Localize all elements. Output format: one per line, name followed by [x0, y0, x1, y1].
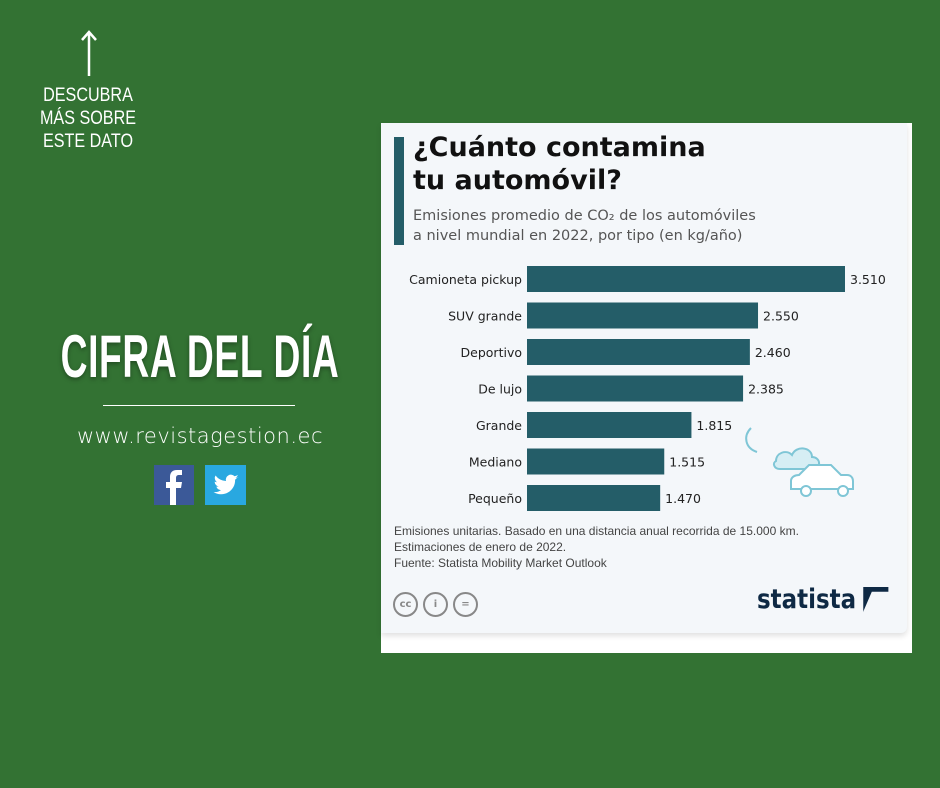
statista-logo[interactable]: statista	[757, 584, 889, 615]
value-label: 1.815	[696, 418, 732, 433]
chart-notes: Emisiones unitarias. Basado en una dista…	[394, 523, 799, 571]
value-label: 3.510	[850, 272, 886, 287]
license-icons[interactable]: cc i =	[393, 592, 478, 617]
headline: CIFRA DEL DÍA	[60, 323, 340, 390]
car-cloud-illustration	[745, 427, 854, 497]
value-label: 2.460	[755, 345, 791, 360]
no-derivatives-icon: =	[453, 592, 478, 617]
value-label: 2.385	[748, 382, 784, 397]
title-line: tu automóvil?	[413, 165, 622, 196]
value-label: 2.550	[763, 309, 799, 324]
value-label: 1.515	[669, 455, 705, 470]
value-label: 1.470	[665, 491, 701, 506]
subtitle-line: Emisiones promedio de CO₂ de los automóv…	[413, 208, 756, 224]
category-label: Mediano	[469, 455, 522, 470]
bar	[527, 339, 750, 365]
statista-logo-icon	[862, 586, 889, 613]
arrow-up-icon	[81, 30, 97, 76]
category-label: Deportivo	[461, 345, 522, 360]
chart-subtitle: Emisiones promedio de CO₂ de los automóv…	[413, 206, 756, 246]
bar	[527, 448, 665, 475]
chart-title: ¿Cuánto contamina tu automóvil?	[413, 131, 706, 197]
statista-infographic: ¿Cuánto contamina tu automóvil? Emisione…	[381, 123, 912, 653]
discover-more-link[interactable]: DESCUBRA MÁS SOBRE ESTE DATO	[39, 85, 137, 152]
brand-text: statista	[757, 584, 857, 615]
category-label: De lujo	[478, 382, 522, 397]
category-label: Camioneta pickup	[409, 272, 522, 287]
facebook-icon[interactable]	[154, 465, 194, 505]
category-label: SUV grande	[448, 309, 522, 324]
twitter-icon[interactable]	[205, 465, 246, 505]
attribution-icon: i	[423, 592, 448, 617]
title-accent-bar	[394, 137, 404, 245]
website-link[interactable]: www.revistagestion.ec	[76, 424, 323, 448]
bar	[527, 485, 661, 511]
source-line[interactable]: Fuente: Statista Mobility Market Outlook	[394, 556, 607, 570]
divider	[103, 405, 295, 406]
bar	[527, 375, 744, 402]
category-label: Pequeño	[468, 491, 522, 506]
bar	[527, 412, 692, 438]
cc-icon: cc	[393, 592, 418, 617]
note-line: Estimaciones de enero de 2022.	[394, 540, 567, 554]
bar-chart: Camioneta pickup 3.510 SUV grande 2.550 Depo…	[409, 266, 886, 511]
subtitle-line: a nivel mundial en 2022, por tipo (en kg…	[413, 228, 743, 244]
title-line: ¿Cuánto contamina	[413, 132, 706, 163]
note-line: Emisiones unitarias. Basado en una dista…	[394, 524, 799, 538]
bar	[527, 266, 845, 292]
category-label: Grande	[476, 418, 522, 433]
bar	[527, 302, 759, 329]
